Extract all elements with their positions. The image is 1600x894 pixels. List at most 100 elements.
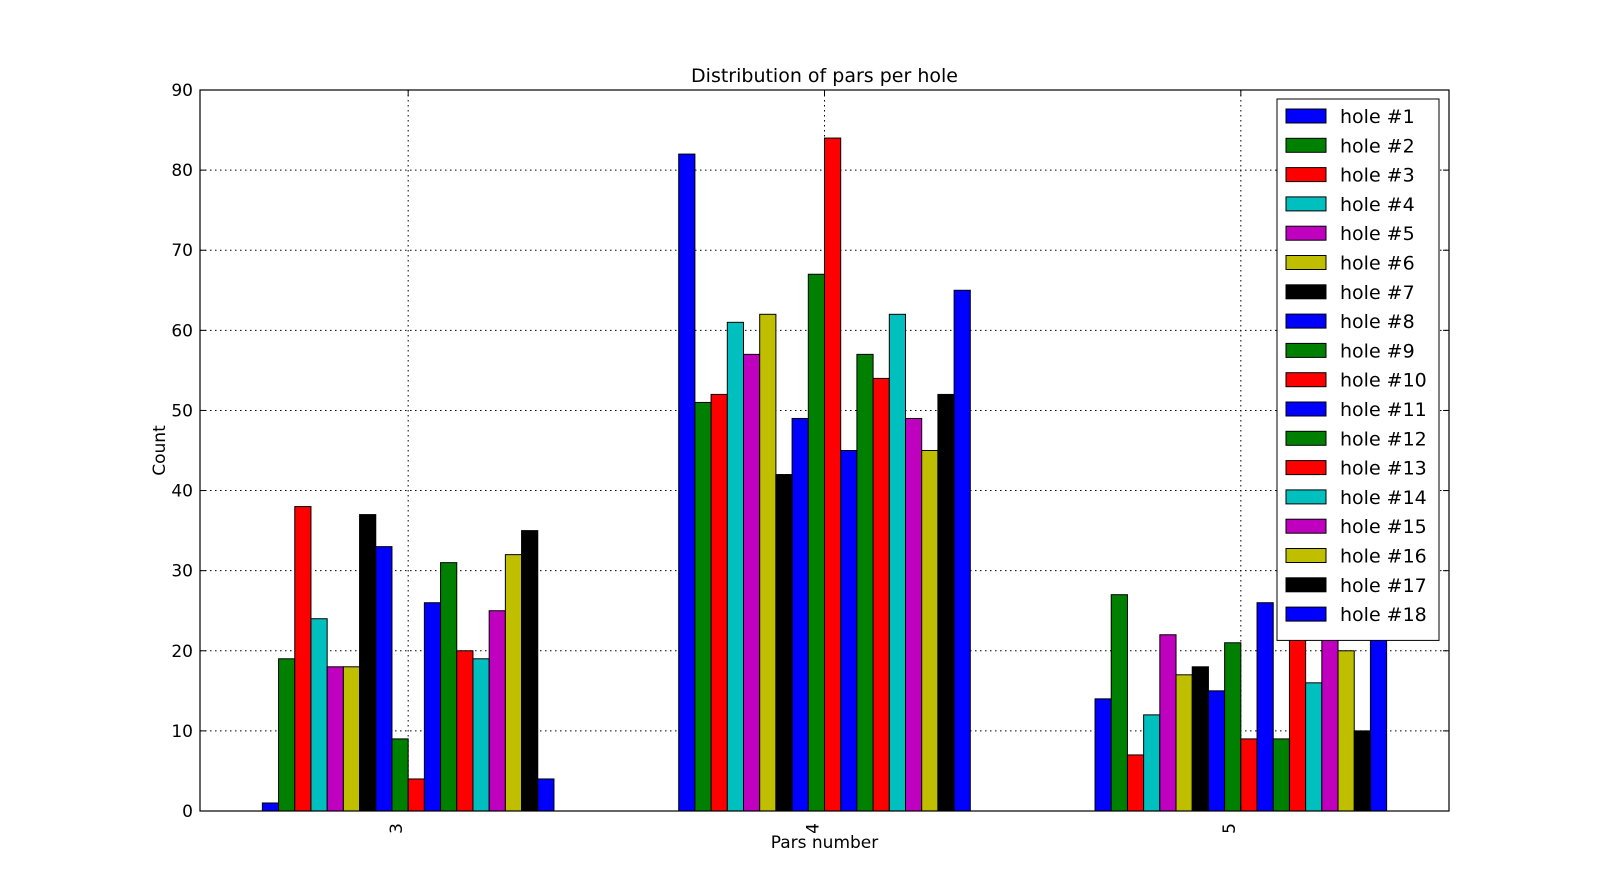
- legend-swatch: [1285, 167, 1327, 183]
- y-tick-label: 90: [171, 81, 193, 101]
- axis-ticks: 0 10 20 30 40 50 60 70 80 90 3 4 5: [171, 81, 1449, 834]
- legend-label: hole #2: [1340, 135, 1415, 157]
- y-tick-label: 10: [171, 722, 193, 742]
- legend-swatch: [1285, 606, 1327, 622]
- axis-labels-group: Distribution of pars per hole Pars numbe…: [150, 65, 958, 853]
- bar-hole-6-3: [342, 666, 361, 812]
- y-tick-label: 30: [171, 562, 193, 582]
- bar-hole-8-3: [375, 546, 393, 812]
- bar-hole-11-3: [423, 602, 442, 812]
- legend-label: hole #14: [1340, 487, 1427, 509]
- bar-hole-3-3: [294, 506, 312, 812]
- y-tick-label: 40: [171, 482, 193, 502]
- bar-hole-15-3: [488, 610, 506, 812]
- bar-hole-18-4: [953, 289, 971, 812]
- bar-hole-15-4: [905, 417, 923, 812]
- bar-hole-4-3: [310, 618, 328, 812]
- legend-swatch: [1285, 489, 1327, 505]
- legend-swatch: [1285, 108, 1327, 124]
- bar-hole-14-5: [1305, 682, 1323, 812]
- legend: hole #1 hole #2 hole #3 hole #4 hole #5 hole …: [1276, 98, 1440, 641]
- legend-swatch: [1285, 518, 1327, 534]
- legend-label: hole #11: [1340, 399, 1427, 421]
- bar-hole-18-3: [537, 778, 555, 812]
- bar-hole-1-4: [678, 153, 696, 812]
- legend-label: hole #1: [1340, 106, 1415, 128]
- bar-hole-14-4: [888, 313, 906, 812]
- y-tick-label: 20: [171, 642, 193, 662]
- legend-swatch: [1285, 255, 1327, 270]
- legend-label: hole #8: [1340, 311, 1415, 333]
- bar-hole-17-4: [937, 393, 955, 812]
- bar-hole-6-5: [1175, 674, 1193, 812]
- legend-label: hole #17: [1340, 575, 1427, 597]
- bar-hole-7-4: [775, 474, 793, 812]
- bar-hole-4-5: [1143, 714, 1161, 812]
- legend-swatch: [1285, 401, 1327, 417]
- y-tick-label: 60: [171, 321, 193, 341]
- legend-swatch: [1285, 372, 1327, 388]
- bar-hole-3-5: [1126, 754, 1145, 812]
- bar-hole-2-3: [278, 658, 296, 812]
- bar-hole-6-4: [759, 313, 777, 812]
- legend-label: hole #7: [1340, 282, 1415, 304]
- bar-hole-4-4: [726, 321, 744, 812]
- y-tick-label: 70: [171, 241, 193, 261]
- bar-hole-5-4: [743, 353, 761, 812]
- bars: [261, 137, 1388, 812]
- bar-hole-9-3: [391, 738, 409, 812]
- bar-hole-12-4: [856, 353, 874, 812]
- bar-hole-10-4: [824, 137, 842, 812]
- x-tick-label: 3: [387, 823, 407, 834]
- bar-hole-5-5: [1159, 634, 1177, 812]
- bar-hole-7-5: [1191, 666, 1209, 812]
- bar-hole-12-5: [1272, 738, 1290, 812]
- bar-hole-10-3: [407, 778, 425, 812]
- y-tick-label: 50: [171, 401, 193, 421]
- bar-hole-5-3: [326, 666, 344, 812]
- bar-hole-16-5: [1337, 650, 1355, 812]
- legend-label: hole #9: [1340, 340, 1415, 362]
- bar-hole-17-3: [521, 530, 539, 812]
- legend-swatch: [1285, 137, 1327, 153]
- bar-hole-1-5: [1094, 698, 1112, 812]
- legend-label: hole #3: [1340, 165, 1415, 187]
- chart-title: Distribution of pars per hole: [691, 65, 958, 87]
- bar-hole-2-4: [694, 401, 712, 812]
- x-tick-label: 4: [804, 823, 824, 834]
- legend-swatch: [1285, 430, 1327, 446]
- bar-hole-17-5: [1353, 730, 1371, 812]
- legend-label: hole #18: [1340, 604, 1427, 626]
- legend-label: hole #10: [1340, 370, 1427, 392]
- bar-hole-16-4: [921, 450, 939, 812]
- bar-hole-13-5: [1288, 626, 1307, 812]
- legend-label: hole #5: [1340, 223, 1415, 245]
- legend-swatch: [1285, 225, 1327, 241]
- legend-swatch: [1285, 196, 1327, 212]
- legend-label: hole #15: [1340, 516, 1427, 538]
- legend-swatch: [1285, 313, 1327, 329]
- legend-swatch: [1285, 548, 1327, 563]
- y-tick-label: 0: [182, 802, 193, 822]
- y-axis-label: Count: [150, 425, 170, 476]
- bar-hole-7-3: [359, 514, 377, 812]
- bar-hole-13-3: [456, 650, 474, 812]
- legend-swatch: [1285, 460, 1327, 476]
- bar-hole-8-4: [791, 417, 809, 812]
- legend-label: hole #13: [1340, 458, 1427, 480]
- legend-label: hole #12: [1340, 428, 1427, 450]
- bar-hole-11-5: [1256, 602, 1274, 812]
- bar-hole-8-5: [1207, 690, 1226, 812]
- bar-hole-9-5: [1224, 642, 1242, 812]
- y-tick-label: 80: [171, 161, 193, 181]
- bar-hole-2-5: [1110, 594, 1128, 812]
- bar-hole-14-3: [472, 658, 490, 812]
- bar-hole-11-4: [840, 450, 858, 812]
- legend-label: hole #16: [1340, 546, 1427, 568]
- bar-hole-10-5: [1240, 738, 1258, 812]
- legend-swatch: [1285, 342, 1327, 358]
- bar-hole-1-3: [261, 802, 280, 812]
- legend-label: hole #4: [1340, 194, 1415, 216]
